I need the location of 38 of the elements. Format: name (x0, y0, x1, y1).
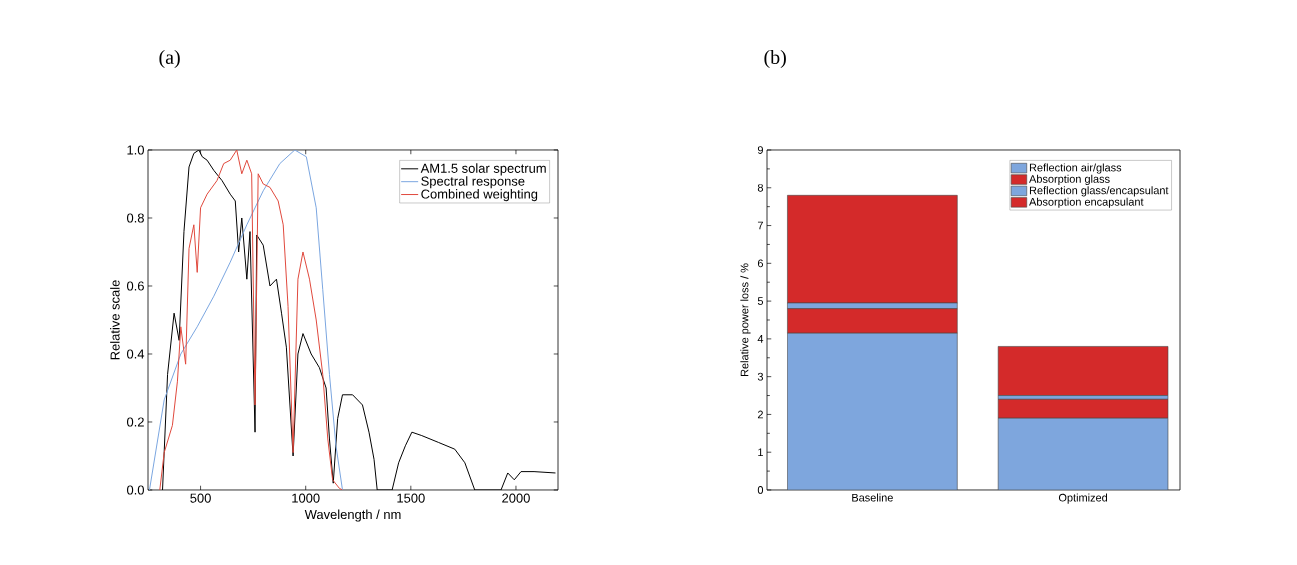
legend-label: AM1.5 solar spectrum (420, 163, 546, 176)
y-tick-label: 5 (757, 297, 764, 305)
y-tick-label: 8 (757, 183, 764, 192)
y-tick-label: 0.2 (126, 417, 144, 427)
legend-label: Spectral response (421, 176, 525, 189)
legend-label: Combined weighting (421, 189, 538, 202)
y-tick-label: 0.6 (126, 281, 144, 291)
chart-title: (a) (159, 49, 180, 69)
x-tick-label: 500 (190, 493, 211, 503)
y-tick-label: 1.0 (127, 145, 144, 155)
x-tick-label: 1500 (397, 493, 425, 503)
y-axis-title: Relative power loss / % (740, 263, 751, 377)
x-tick-label: Baseline (852, 493, 893, 502)
y-tick-label: 3 (757, 372, 764, 381)
y-tick-label: 0.8 (126, 213, 144, 223)
legend-label: Reflection air/glass (1029, 163, 1122, 174)
legend-label: Absorption glass (1029, 174, 1110, 186)
y-tick-label: 7 (757, 221, 763, 230)
x-tick-label: 2000 (502, 493, 530, 503)
y-axis-title: Relative scale (110, 280, 120, 360)
y-tick-label: 2 (757, 410, 763, 419)
y-tick-label: 4 (757, 335, 764, 343)
x-axis-title: Wavelength / nm (304, 509, 401, 522)
x-tick-label: Optimized (1058, 493, 1108, 504)
bar (997, 346, 1169, 396)
bar (787, 332, 958, 490)
y-tick-label: 1 (758, 448, 763, 456)
bar (997, 417, 1169, 490)
bar (787, 195, 958, 304)
x-tick-label: 1000 (292, 493, 320, 503)
y-tick-label: 0.0 (126, 485, 144, 495)
y-tick-label: 6 (757, 259, 764, 268)
y-tick-label: 0 (757, 486, 764, 494)
y-tick-label: 0.4 (126, 349, 145, 359)
chart-title: (b) (764, 49, 786, 69)
y-tick-label: 9 (757, 146, 763, 154)
legend-label: Absorption encapsulant (1029, 197, 1144, 208)
legend-label: Reflection glass/encapsulant (1029, 186, 1169, 197)
